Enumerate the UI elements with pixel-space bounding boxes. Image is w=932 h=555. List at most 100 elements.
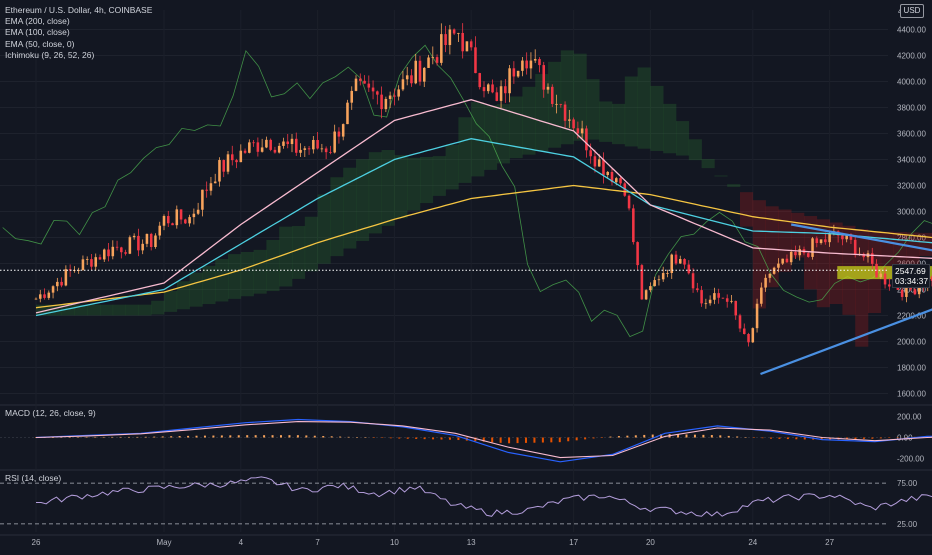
time-tick-label: 26 [32, 538, 41, 547]
macd-hist-bar [575, 437, 578, 441]
macd-hist-bar [567, 437, 570, 442]
macd-hist-bar [296, 435, 299, 438]
macd-hist-bar [491, 437, 494, 443]
macd-hist-bar [508, 437, 511, 444]
macd-hist-bar [533, 437, 536, 443]
kumo-slice [420, 156, 434, 204]
candle-body [811, 238, 814, 257]
candle-body [397, 89, 400, 97]
candle-body [853, 239, 857, 255]
currency-badge[interactable]: USD [900, 4, 924, 18]
candle-body [440, 34, 443, 63]
candle-body [738, 315, 742, 329]
candle-body [230, 154, 234, 161]
macd-hist-bar [719, 435, 722, 438]
kumo-slice [829, 222, 843, 305]
macd-hist-bar [144, 436, 147, 438]
kumo-slice [407, 157, 421, 211]
candle-body [486, 84, 490, 92]
rising-trendline [760, 308, 932, 376]
macd-hist-bar [448, 437, 451, 440]
indicator-ema200[interactable]: EMA (200, close) [5, 16, 70, 27]
kumo-slice [356, 159, 370, 241]
macd-hist-bar [474, 437, 477, 442]
candle-body [461, 32, 464, 52]
candle-body [448, 29, 452, 46]
symbol-title: Ethereum / U.S. Dollar, 4h, COINBASE [5, 5, 153, 15]
kumo-slice [624, 76, 638, 147]
candle-body [768, 273, 772, 278]
kumo-slice [816, 219, 830, 308]
candle-body [841, 235, 844, 240]
candle-body [405, 75, 409, 80]
kumo-slice [727, 184, 741, 187]
macd-hist-bar [195, 435, 198, 438]
ema-50-line [35, 99, 932, 314]
candle-body [410, 75, 413, 84]
candle-body [559, 103, 563, 105]
rsi-pane-label[interactable]: RSI (14, close) [5, 473, 62, 483]
macd-hist-bar [710, 435, 713, 438]
macd-hist-bar [372, 437, 375, 438]
candle-body [303, 148, 307, 150]
kumo-slice [138, 304, 152, 316]
candle-body [427, 57, 430, 68]
candle-body [653, 280, 656, 287]
candle-body [56, 281, 59, 287]
candle-body [691, 273, 695, 289]
candle-body [380, 94, 383, 110]
kumo-slice [740, 192, 754, 227]
candle-body [875, 263, 878, 278]
kumo-slice [343, 167, 357, 249]
macd-hist-bar [660, 434, 663, 438]
macd-hist-bar [364, 437, 367, 438]
indicator-ema50[interactable]: EMA (50, close, 0) [5, 38, 75, 49]
macd-hist-bar [254, 435, 257, 438]
macd-hist-bar [111, 436, 114, 438]
macd-hist-bar [60, 437, 63, 438]
ema-200-line [35, 184, 932, 309]
macd-hist-bar [524, 437, 527, 443]
macd-line [35, 418, 932, 463]
candle-body [252, 142, 255, 144]
macd-hist-bar [541, 437, 544, 443]
price-tick-label: 1600.00 [897, 390, 926, 399]
ema-100-line [35, 138, 932, 317]
kumo-slice [522, 86, 536, 155]
indicator-ema100[interactable]: EMA (100, close) [5, 27, 70, 38]
candle-body [546, 86, 550, 90]
kumo-slice [176, 281, 190, 310]
candle-body [687, 264, 691, 274]
indicator-ichimoku[interactable]: Ichimoku (9, 26, 52, 26) [5, 49, 95, 60]
chart-legend: Ethereum / U.S. Dollar, 4h, COINBASE EMA… [5, 5, 152, 61]
candle-body [794, 251, 797, 256]
candle-body [678, 259, 682, 264]
candle-body [930, 276, 932, 281]
candle-body [457, 32, 460, 34]
candle-body [333, 131, 336, 153]
candle-body [286, 141, 290, 145]
macd-hist-bar [415, 437, 418, 439]
candle-body [162, 216, 166, 226]
candle-body [465, 41, 469, 52]
candle-body [580, 128, 584, 134]
candle-body [184, 219, 187, 224]
macd-hist-bar [94, 436, 97, 438]
candle-body [649, 286, 652, 291]
candle-body [576, 128, 580, 134]
candle-body [282, 141, 285, 146]
macd-pane-label[interactable]: MACD (12, 26, close, 9) [5, 408, 96, 418]
candle-body [401, 79, 405, 90]
candle-body [273, 149, 277, 153]
candle-body [294, 138, 298, 153]
candle-body [606, 171, 610, 176]
kumo-slice [151, 300, 165, 315]
macd-hist-bar [871, 437, 874, 439]
kumo-slice [714, 175, 728, 177]
price-tick-label: 2400.00 [897, 286, 926, 295]
candle-body [824, 239, 827, 243]
candle-body [474, 47, 477, 74]
candle-body [781, 258, 784, 264]
